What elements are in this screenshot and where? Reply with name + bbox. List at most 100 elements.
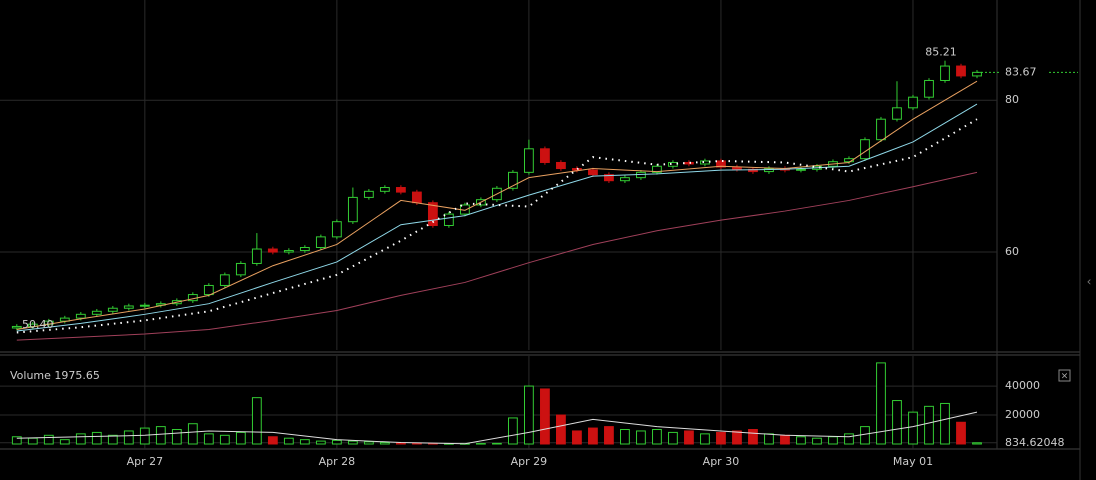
volume-title: Volume 1975.65 xyxy=(10,369,100,382)
volume-bar xyxy=(331,439,342,445)
candle-body xyxy=(315,236,326,249)
volume-bar xyxy=(892,400,902,445)
volume-bar xyxy=(620,429,630,445)
candle-body xyxy=(107,307,118,312)
indicator-line xyxy=(16,171,978,341)
volume-bar xyxy=(668,431,678,445)
candle-body xyxy=(972,71,982,77)
volume-bar xyxy=(267,436,278,445)
volume-bar xyxy=(812,437,822,445)
close-pane-button[interactable] xyxy=(1058,369,1071,382)
volume-bar xyxy=(315,440,326,445)
volume-bar xyxy=(860,426,870,445)
volume-bar xyxy=(363,441,374,445)
candle-body xyxy=(347,196,358,223)
y-tick-label: 60 xyxy=(1005,245,1019,258)
indicator-line xyxy=(16,103,978,332)
candle-body xyxy=(876,118,886,141)
volume-bar xyxy=(540,388,550,445)
candle-body xyxy=(540,148,550,163)
candle-body xyxy=(684,161,694,165)
volume-bar xyxy=(107,434,118,445)
volume-bar xyxy=(187,423,198,445)
volume-bar xyxy=(43,434,54,445)
volume-bar xyxy=(956,421,966,445)
volume-bar xyxy=(171,429,182,445)
candle-body xyxy=(764,168,774,173)
x-tick-label: Apr 27 xyxy=(127,455,164,468)
volume-bar xyxy=(524,385,534,445)
volume-bar xyxy=(347,440,358,445)
volume-bar xyxy=(27,437,38,445)
candle-body xyxy=(203,284,214,296)
volume-bar xyxy=(235,431,246,445)
indicator-line xyxy=(16,80,978,330)
volume-bar xyxy=(844,433,854,445)
volume-bar xyxy=(572,430,582,445)
candle-body xyxy=(283,250,294,253)
candle-body xyxy=(411,191,422,204)
volume-tick-label: 40000 xyxy=(1005,379,1040,392)
candle-body xyxy=(123,305,134,309)
candle-body xyxy=(75,313,86,319)
candle-body xyxy=(267,248,278,253)
candle-body xyxy=(924,79,934,98)
volume-bar xyxy=(652,429,662,445)
candle-body xyxy=(11,325,22,329)
volume-bar xyxy=(299,439,310,445)
candle-body xyxy=(331,221,342,238)
candle-body xyxy=(908,96,918,109)
candle-body xyxy=(363,190,374,198)
candle-body xyxy=(796,168,806,171)
low-label: 50.40 xyxy=(22,318,54,331)
candle-body xyxy=(139,304,150,307)
high-label: 85.21 xyxy=(925,46,957,59)
candle-body xyxy=(892,107,902,120)
volume-bar xyxy=(379,442,390,445)
last-price-label: 83.67 xyxy=(1005,65,1037,78)
candle-body xyxy=(219,274,230,286)
volume-bar xyxy=(139,427,150,445)
volume-bar xyxy=(748,429,758,445)
volume-bar xyxy=(251,397,262,445)
collapse-arrow[interactable]: ‹ xyxy=(1087,275,1092,289)
volume-bar xyxy=(828,436,838,445)
x-tick-label: Apr 28 xyxy=(319,455,356,468)
volume-bar xyxy=(203,433,214,445)
candle-body xyxy=(700,160,710,165)
candle-body xyxy=(844,158,854,163)
volume-bar xyxy=(732,430,742,445)
candle-body xyxy=(716,160,726,168)
volume-bar xyxy=(700,433,710,445)
candle-body xyxy=(556,161,566,170)
volume-bar xyxy=(924,405,934,445)
volume-bar xyxy=(796,436,806,445)
volume-bar xyxy=(155,426,166,445)
volume-bar xyxy=(59,439,70,445)
volume-bar xyxy=(123,430,134,445)
candle-body xyxy=(652,165,662,173)
candle-body xyxy=(620,177,630,182)
candle-body xyxy=(299,247,310,252)
candle-body xyxy=(956,65,966,77)
last-price-box xyxy=(1000,65,1048,80)
candle-body xyxy=(508,171,518,189)
candle-body xyxy=(91,310,102,315)
volume-average-line xyxy=(16,411,978,445)
close-icon[interactable]: × xyxy=(1061,372,1069,382)
volume-bar xyxy=(684,430,694,445)
volume-bar xyxy=(91,431,102,445)
volume-bar xyxy=(219,434,230,445)
volume-bar xyxy=(508,417,518,445)
candle-body xyxy=(588,169,598,176)
x-tick-label: Apr 30 xyxy=(703,455,740,468)
volume-bar xyxy=(716,431,726,445)
candle-body xyxy=(604,174,614,182)
volume-bar xyxy=(876,362,886,445)
x-tick-label: May 01 xyxy=(893,455,933,468)
candle-body xyxy=(443,213,454,226)
volume-tick-label: 20000 xyxy=(1005,408,1040,421)
x-tick-label: Apr 29 xyxy=(511,455,548,468)
candle-body xyxy=(427,202,438,226)
